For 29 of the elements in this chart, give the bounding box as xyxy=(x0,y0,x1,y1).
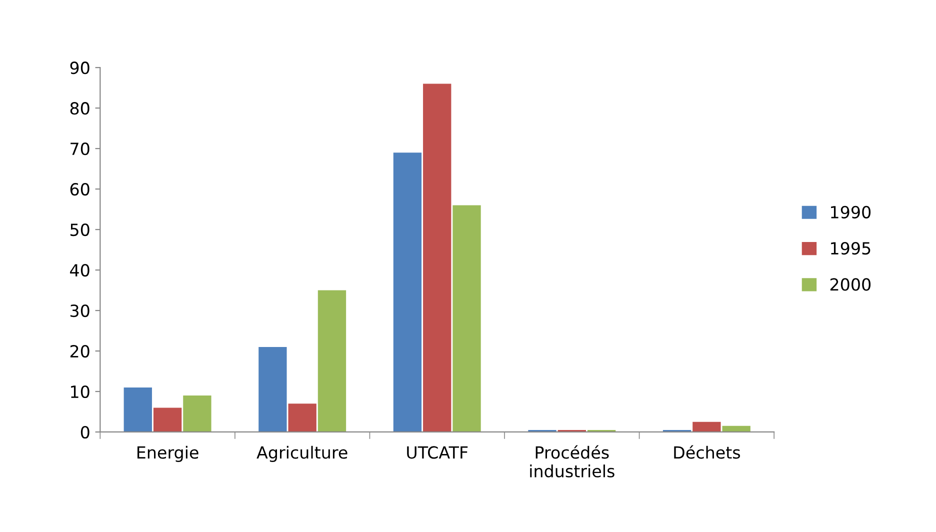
legend-label: 2000 xyxy=(830,278,871,291)
x-tick-label: Procédés industriels xyxy=(530,445,614,478)
bar xyxy=(288,404,316,432)
y-tick-label: 0 xyxy=(80,426,90,439)
y-tick-label: 80 xyxy=(70,102,90,115)
y-tick-label: 90 xyxy=(70,62,90,74)
y-tick-label: 50 xyxy=(70,223,90,236)
x-tick-label: Energie xyxy=(137,446,198,462)
legend-label: 1995 xyxy=(831,242,870,255)
bar xyxy=(183,396,212,432)
x-tick-label: Déchets xyxy=(674,445,740,459)
bar xyxy=(153,408,182,432)
bar xyxy=(423,84,452,432)
bar xyxy=(692,422,721,432)
x-tick-label: Agriculture xyxy=(256,446,348,462)
y-tick-label: 60 xyxy=(70,183,90,196)
bar xyxy=(124,387,152,432)
bar xyxy=(452,205,481,432)
bar xyxy=(722,426,750,432)
bar xyxy=(393,152,422,432)
y-tick-label: 30 xyxy=(70,304,90,318)
y-tick-label: 70 xyxy=(70,142,90,156)
x-tick-label: UTCATF xyxy=(407,446,468,459)
y-tick-label: 10 xyxy=(71,385,90,398)
y-tick-label: 20 xyxy=(70,344,90,358)
y-tick-label: 40 xyxy=(70,264,90,277)
bar xyxy=(318,290,346,432)
legend-label: 1990 xyxy=(831,206,871,218)
bar xyxy=(258,346,287,432)
